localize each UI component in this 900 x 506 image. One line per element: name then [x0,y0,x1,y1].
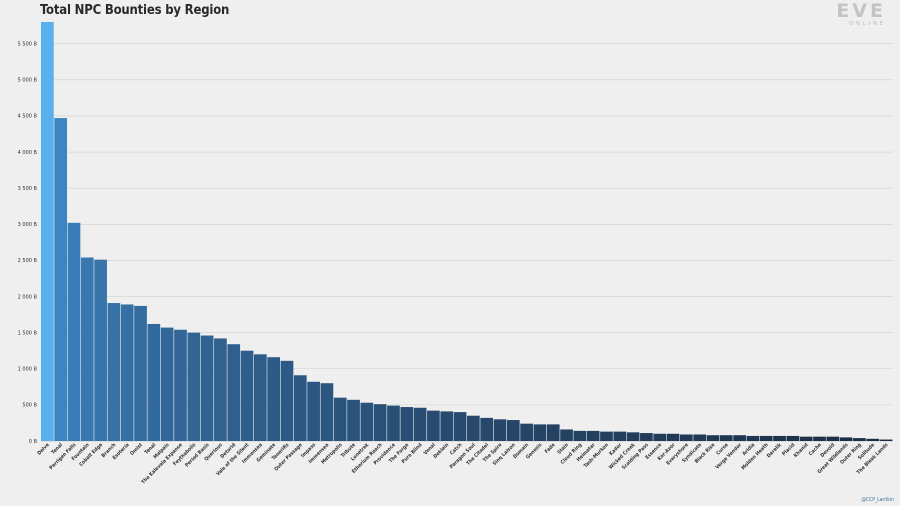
bar [666,433,680,441]
bar [520,423,533,441]
bar [826,436,840,441]
x-tick-label: Khanid [793,442,810,459]
x-tick-label: Omist [129,442,144,457]
bar [160,327,174,441]
bar [214,338,227,441]
bar [280,360,294,441]
bars [41,22,893,441]
bar [839,437,853,441]
bar [586,430,600,441]
author-credit: @CCP_Larrikin [861,497,894,503]
bar [94,259,107,441]
bar [853,438,866,441]
bar [54,118,68,441]
bar [120,304,134,441]
bar [107,303,121,441]
bar [613,431,627,441]
y-tick-label: 5 500 B [18,41,38,47]
bar [147,323,161,441]
bar [493,419,507,441]
bar [360,402,374,441]
bar [640,433,653,441]
bar [320,383,334,441]
bar [41,22,54,441]
bar [453,412,467,441]
y-tick-label: 2 500 B [18,258,38,264]
bar [200,335,214,441]
bar [533,424,547,441]
bar [293,375,307,441]
bar [174,329,187,441]
bar [187,332,201,441]
y-tick-label: 2 000 B [18,294,38,300]
bar [467,415,480,441]
bar [693,434,707,441]
bar [387,405,400,441]
bar [134,305,147,441]
bar [866,438,880,441]
y-tick-label: 4 000 B [18,150,38,156]
bar [653,433,667,441]
logo-subtitle: ONLINE [849,21,886,27]
bar [773,435,786,441]
bar [799,436,813,441]
bar [240,350,254,441]
y-tick-label: 4 500 B [18,114,38,120]
y-tick-label: 500 B [22,403,37,409]
bar [786,435,800,441]
bar [680,434,693,441]
bar [373,404,387,441]
bar [413,407,427,441]
bar [80,257,94,441]
bar [400,407,414,441]
y-tick-label: 1 500 B [18,330,38,336]
bar [227,344,241,441]
bar [506,420,520,441]
bar [879,439,893,441]
bar [719,435,733,441]
y-tick-label: 0 B [29,439,38,445]
bar [560,429,573,441]
y-tick-label: 1 000 B [18,367,38,373]
bar [600,431,613,441]
y-tick-label: 3 500 B [18,186,38,192]
bar [333,397,347,441]
bar [427,410,440,441]
bar [440,411,454,441]
x-tick-label: Fade [544,442,557,455]
bar [813,436,826,441]
x-tick-label: Delve [36,442,50,456]
eve-online-logo: EVE ONLINE [834,1,886,29]
bar [480,417,494,441]
bar [733,435,746,441]
bar [759,435,773,441]
bar [67,222,81,441]
bar [546,424,560,441]
x-tick-label: Derelik [766,441,784,459]
bar [626,432,640,441]
bar [573,430,587,441]
bar [706,435,720,441]
y-tick-label: 3 000 B [18,222,38,228]
bar [267,357,281,441]
bar [254,354,267,441]
bar [746,435,760,441]
logo-wordmark: EVE [836,0,886,22]
bar [347,399,360,441]
y-tick-label: 5 000 B [18,78,38,84]
y-axis-tick-labels: 0 B 500 B 1 000 B 1 500 B 2 000 B 2 500 B 3 00… [18,41,38,444]
bar [307,381,320,441]
chart-title: Total NPC Bounties by Region [40,3,230,18]
